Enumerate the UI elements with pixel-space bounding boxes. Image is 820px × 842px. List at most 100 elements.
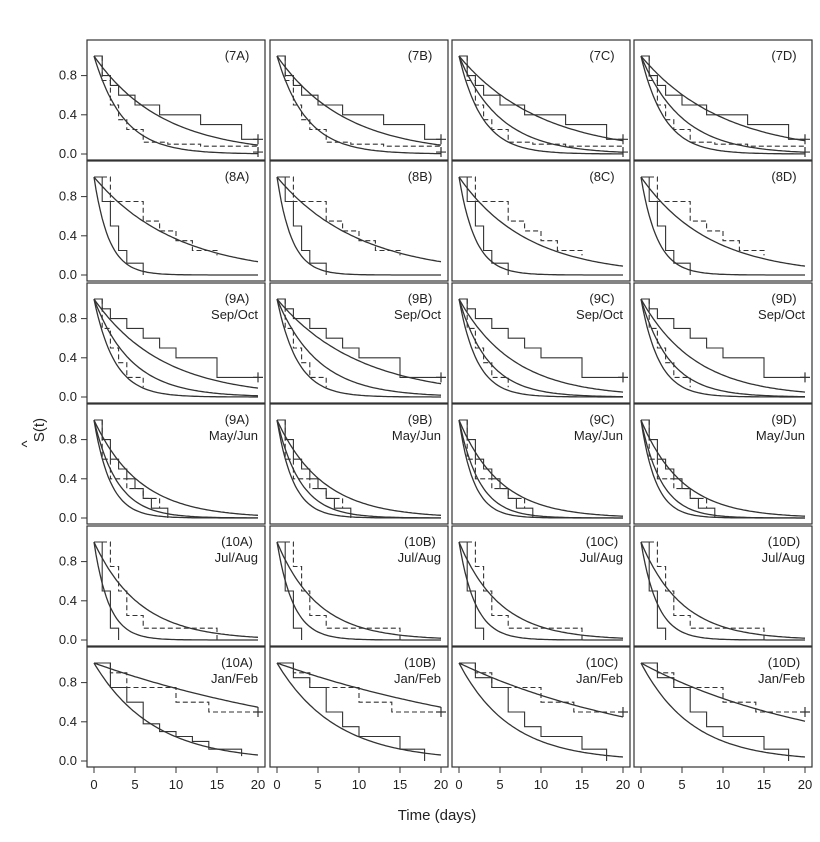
panel-label: (7C) (589, 48, 614, 63)
km-step-dashed (277, 541, 401, 640)
fitted-curve (640, 541, 806, 639)
censor-mark (618, 147, 628, 158)
fitted-curve (93, 55, 259, 146)
panel-sublabel: Sep/Oct (576, 307, 623, 322)
panel-frame (86, 39, 266, 161)
fitted-curve (276, 298, 441, 398)
x-tick-label: 15 (575, 777, 589, 792)
axes-layer: 0.0 0.4 0.8 0.0 0.4 0.8 0.0 0.4 0.8 0.0 0.4 0.8 0.0 0… (59, 68, 812, 792)
censor-mark (253, 147, 263, 158)
panel: (7A) (86, 39, 266, 161)
censor-mark (253, 134, 263, 145)
panel: (8A) (86, 160, 266, 282)
km-step-dashed (641, 298, 691, 388)
panel-label: (9C) (589, 412, 614, 427)
panel-sublabel: May/Jun (392, 428, 441, 443)
fitted-curve (276, 298, 442, 385)
fitted-curve (640, 419, 806, 517)
censor-mark (436, 372, 446, 383)
panel-sublabel: May/Jun (574, 428, 623, 443)
y-tick-label: 0.0 (59, 267, 77, 282)
fitted-curve (640, 176, 805, 276)
censor-mark (618, 707, 628, 717)
y-tick-label: 0.4 (59, 471, 77, 486)
y-tick-label: 0.8 (59, 189, 77, 204)
km-step-solid (459, 55, 623, 140)
fitted-curve (640, 55, 805, 155)
x-tick-label: 10 (169, 777, 183, 792)
x-tick-label: 0 (273, 777, 280, 792)
fitted-curve (458, 541, 623, 641)
panel: (8B) (269, 160, 449, 282)
panel-sublabel: Jan/Feb (394, 671, 441, 686)
panel-label: (8B) (408, 169, 433, 184)
km-step-dashed (94, 541, 218, 640)
x-tick-label: 10 (534, 777, 548, 792)
x-tick-label: 5 (678, 777, 685, 792)
censor-mark (800, 707, 810, 717)
panel-label: (7D) (771, 48, 796, 63)
km-step-dashed (94, 176, 218, 256)
km-step-dashed (459, 419, 526, 509)
panel-frame (633, 282, 813, 404)
fitted-curve (458, 419, 623, 519)
panel-label: (10C) (586, 534, 619, 549)
x-tick-label: 15 (393, 777, 407, 792)
y-tick-label: 0.0 (59, 753, 77, 768)
y-tick-label: 0.4 (59, 107, 77, 122)
y-axis-title: S(t) (31, 418, 48, 442)
panel: (9B)May/Jun (269, 403, 449, 525)
fitted-curve (640, 55, 806, 142)
panel-label: (7B) (408, 48, 433, 63)
panel: (9C)May/Jun (451, 403, 631, 525)
panel: (9A)Sep/Oct (86, 282, 266, 404)
censor-mark (800, 134, 810, 145)
panel-label: (10D) (768, 534, 801, 549)
km-step-dashed (641, 541, 765, 640)
panel: (8D) (633, 160, 813, 282)
censor-mark (253, 372, 263, 383)
censor-mark (618, 372, 628, 383)
x-tick-label: 10 (716, 777, 730, 792)
x-tick-label: 5 (496, 777, 503, 792)
km-step-dashed (277, 662, 441, 713)
x-tick-label: 5 (314, 777, 321, 792)
panel-frame (86, 403, 266, 525)
panel-frame (633, 525, 813, 647)
panel: (9C)Sep/Oct (451, 282, 631, 404)
panel-label: (8D) (771, 169, 796, 184)
x-tick-label: 5 (131, 777, 138, 792)
fitted-curve (458, 419, 624, 517)
fitted-curve (276, 176, 442, 263)
panel-sublabel: May/Jun (209, 428, 258, 443)
km-step-dashed (94, 298, 144, 388)
fitted-curve (640, 298, 805, 398)
fitted-curve (640, 176, 806, 267)
km-step-solid (459, 298, 623, 378)
x-tick-label: 20 (434, 777, 448, 792)
km-step-dashed (459, 541, 583, 640)
panel: (10B)Jul/Aug (269, 525, 449, 647)
x-tick-label: 15 (210, 777, 224, 792)
panel-sublabel: Jul/Aug (762, 550, 805, 565)
km-step-solid (277, 55, 441, 140)
censor-mark (436, 147, 446, 158)
fitted-curve (276, 298, 442, 396)
panel-sublabel: Sep/Oct (211, 307, 258, 322)
panel-label: (9A) (225, 412, 250, 427)
fitted-curve (93, 298, 259, 397)
panel-sublabel: Jan/Feb (211, 671, 258, 686)
y-tick-label: 0.8 (59, 675, 77, 690)
panel-sublabel: Sep/Oct (758, 307, 805, 322)
km-step-dashed (459, 298, 509, 388)
panel: (9D)Sep/Oct (633, 282, 813, 404)
panel-label: (10B) (404, 655, 436, 670)
panel-frame (86, 160, 266, 282)
fitted-curve (458, 55, 624, 142)
fitted-curve (640, 298, 806, 393)
fitted-curve (640, 298, 805, 398)
panel-label: (10B) (404, 534, 436, 549)
fitted-curve (458, 662, 624, 758)
km-step-dashed (459, 55, 624, 152)
